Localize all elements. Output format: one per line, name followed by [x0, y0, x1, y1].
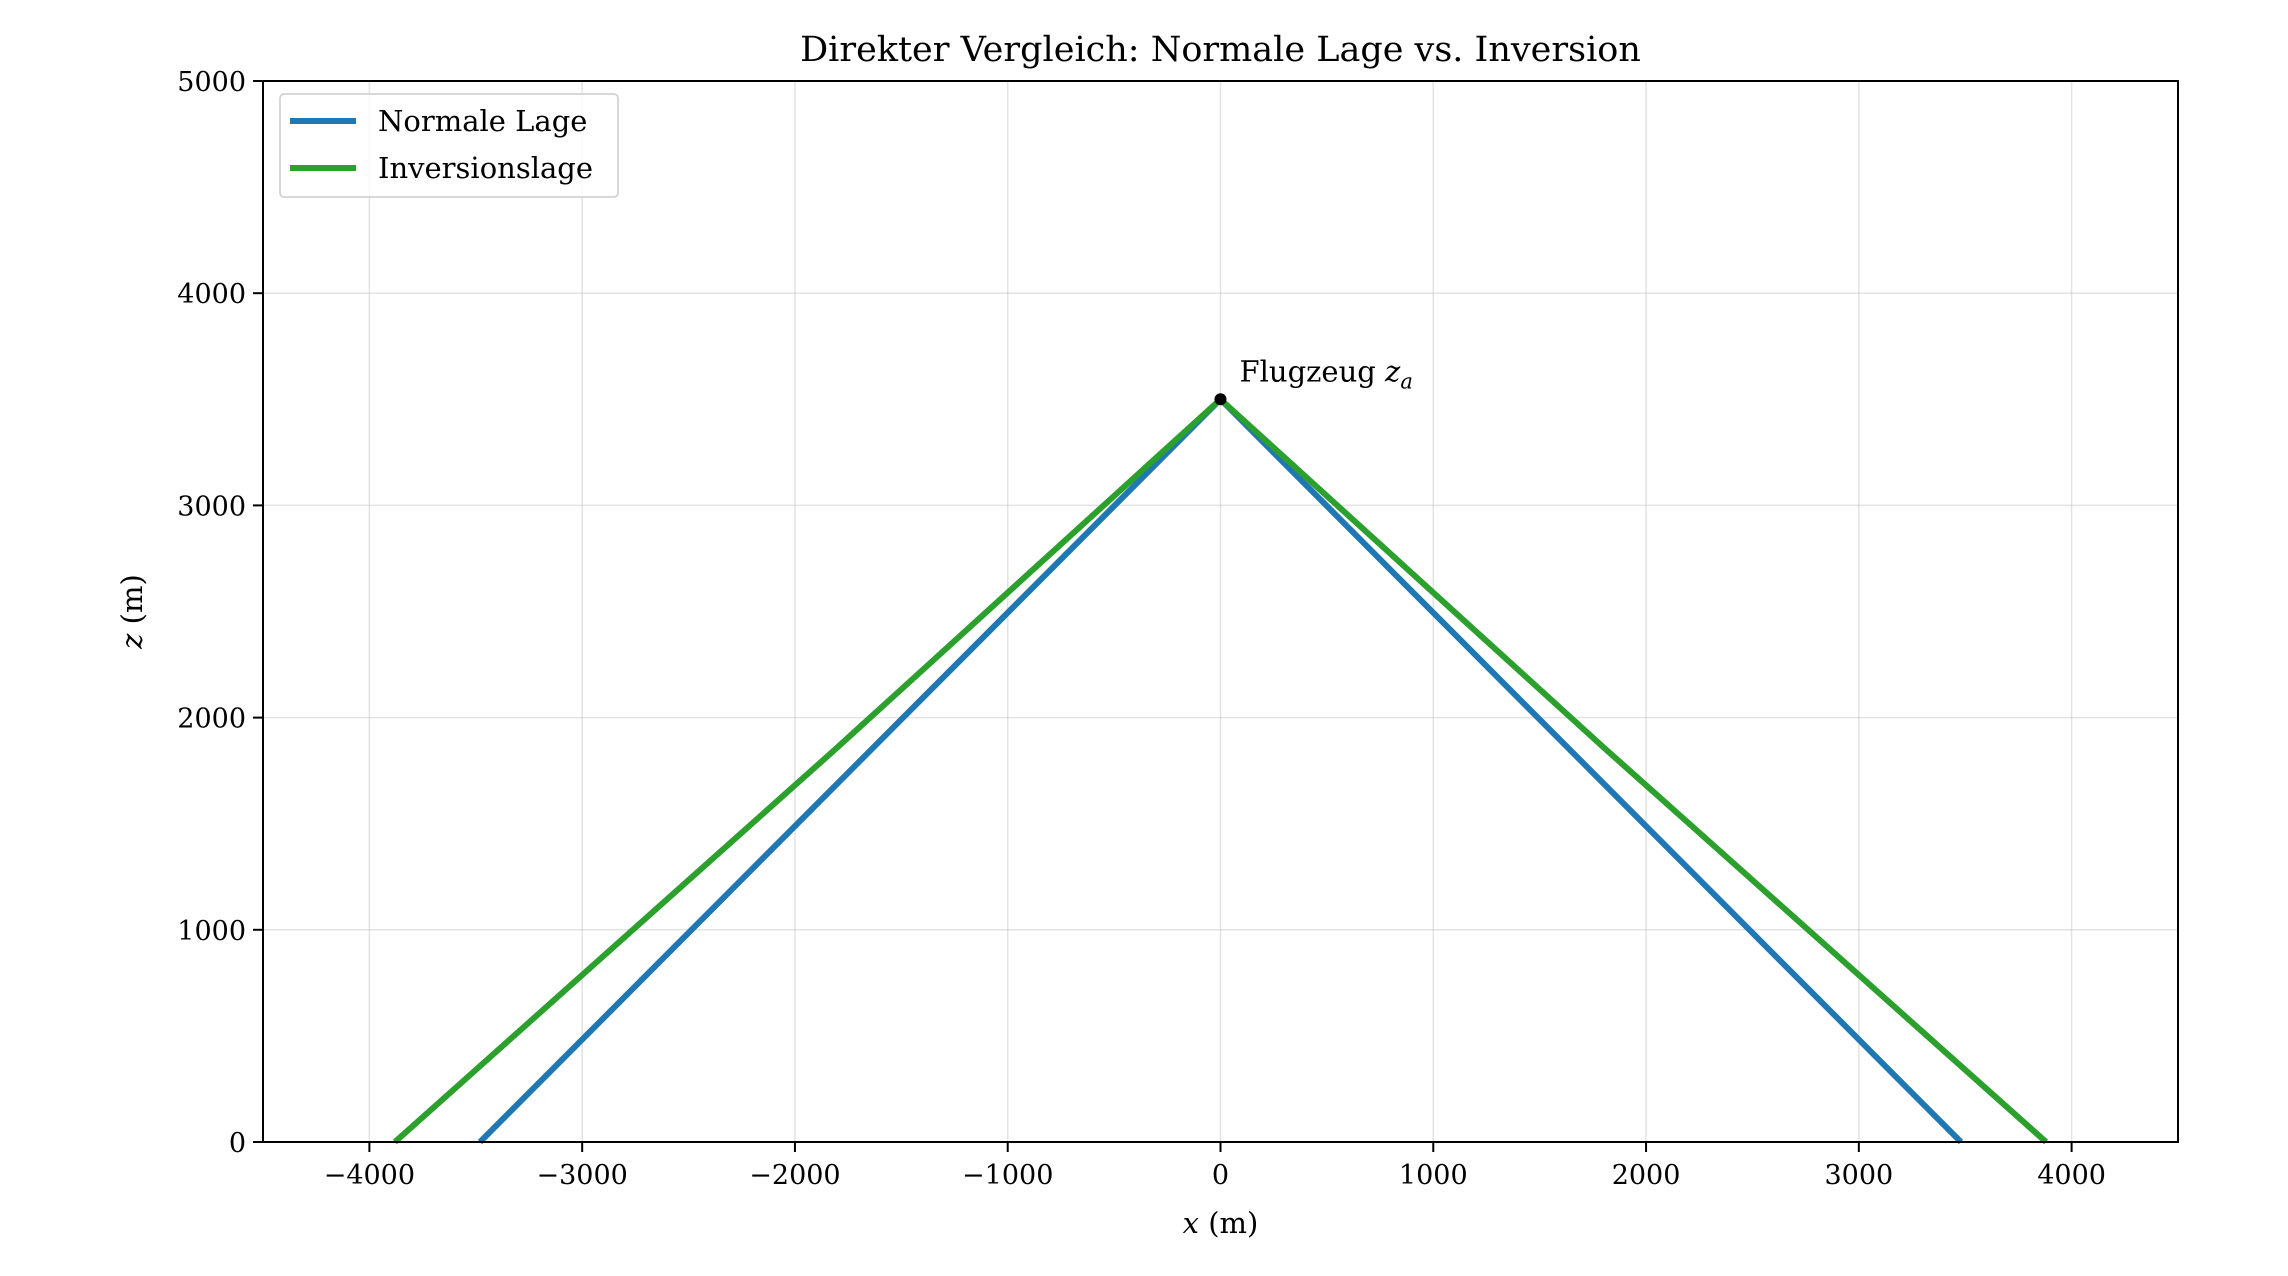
y-axis-label-var: z [115, 633, 149, 650]
x-tick-label: −4000 [324, 1160, 415, 1191]
legend: Normale Lage Inversionslage [279, 93, 619, 198]
annotation-label: Flugzeug za [1240, 354, 1413, 393]
legend-box [279, 93, 619, 198]
legend-label-inversionslage: Inversionslage [378, 151, 593, 185]
x-tick-label: −1000 [962, 1160, 1053, 1191]
x-tick-label: 1000 [1399, 1160, 1468, 1191]
x-axis-label-unit: (m) [1208, 1206, 1258, 1240]
y-tick-label: 0 [229, 1128, 246, 1159]
aircraft-marker [1214, 393, 1227, 406]
tick-layer: −4000 −3000 −2000 −1000 0 1000 2000 3000 4000 0 10… [177, 67, 2106, 1191]
y-tick-label: 2000 [177, 704, 246, 735]
y-tick-label: 3000 [177, 491, 246, 522]
x-tick-label: −2000 [749, 1160, 840, 1191]
x-tick-label: −3000 [536, 1160, 627, 1191]
x-tick-label: 0 [1212, 1160, 1229, 1191]
y-tick-label: 1000 [177, 916, 246, 947]
y-axis-label: z (m) [115, 574, 149, 650]
x-axis-label: x (m) [1183, 1206, 1259, 1240]
x-tick-label: 3000 [1824, 1160, 1893, 1191]
x-tick-label: 4000 [2037, 1160, 2106, 1191]
x-tick-label: 2000 [1612, 1160, 1681, 1191]
x-axis-label-var: x [1183, 1206, 1199, 1240]
legend-label-normale-lage: Normale Lage [378, 104, 587, 138]
chart-title: Direkter Vergleich: Normale Lage vs. Inv… [800, 30, 1641, 70]
y-axis-label-unit: (m) [115, 574, 149, 624]
y-tick-label: 5000 [177, 67, 246, 98]
annotation-layer: Flugzeug za [1214, 354, 1413, 406]
y-tick-label: 4000 [177, 279, 246, 310]
